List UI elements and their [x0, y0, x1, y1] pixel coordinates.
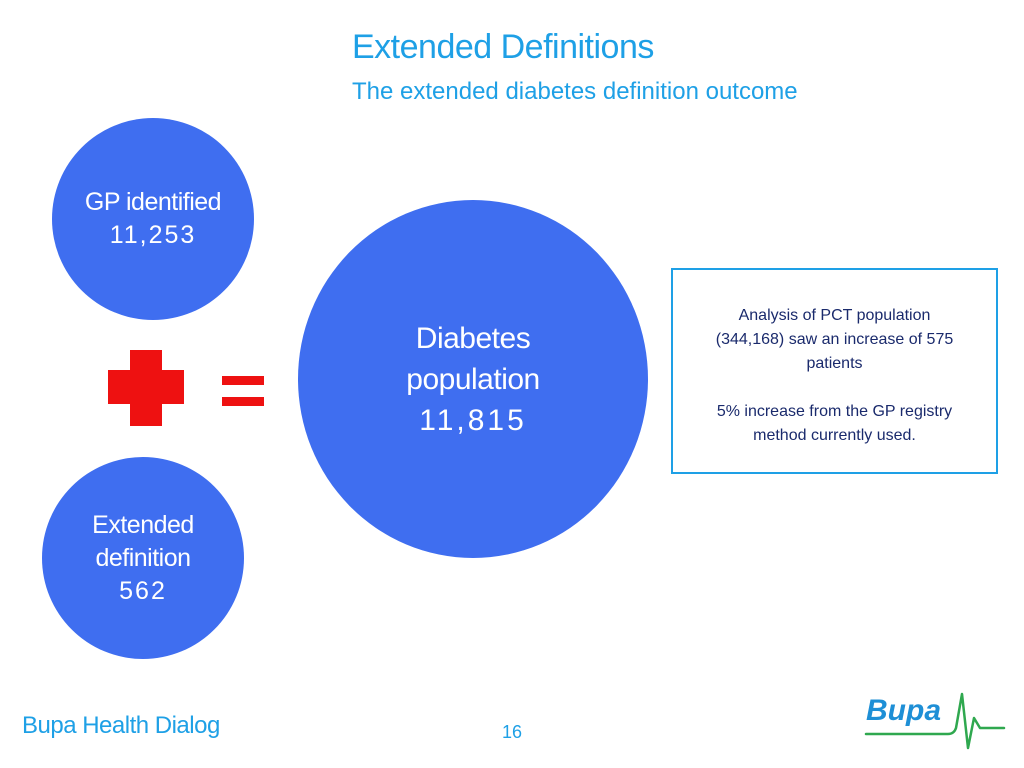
gp-identified-label: GP identified: [84, 188, 222, 216]
info-line-2: (344,168) saw an increase of 575: [715, 331, 954, 348]
heartbeat-icon: [864, 692, 1006, 750]
info-line-4: 5% increase from the GP registry: [716, 403, 953, 420]
plus-icon: [108, 350, 184, 426]
extended-definition-label-1: Extended: [92, 510, 194, 539]
extended-definition-value: 562: [119, 576, 167, 605]
diabetes-population-value: 11,815: [419, 403, 527, 437]
extended-definition-circle: Extended definition 562: [42, 457, 244, 659]
equals-icon: [222, 374, 264, 408]
gp-identified-circle: GP identified 11,253: [52, 118, 254, 320]
analysis-info-box: Analysis of PCT population (344,168) saw…: [671, 268, 998, 474]
extended-definition-label-2: definition: [95, 543, 191, 572]
info-line-5: method currently used.: [753, 427, 916, 444]
bupa-logo: Bupa: [862, 688, 1008, 756]
info-line-3: patients: [806, 355, 863, 372]
bupa-logo-text: Bupa: [866, 694, 941, 727]
page-title: Extended Definitions: [352, 28, 654, 66]
diabetes-population-label-2: population: [406, 362, 540, 396]
diabetes-population-label-1: Diabetes: [415, 321, 531, 355]
page-number: 16: [502, 722, 523, 742]
gp-identified-value: 11,253: [109, 221, 197, 249]
diabetes-population-circle: Diabetes population 11,815: [298, 200, 648, 558]
page-subtitle: The extended diabetes definition outcome: [352, 78, 798, 105]
footer-brand: Bupa Health Dialog: [22, 712, 220, 739]
info-line-1: Analysis of PCT population: [738, 307, 931, 324]
